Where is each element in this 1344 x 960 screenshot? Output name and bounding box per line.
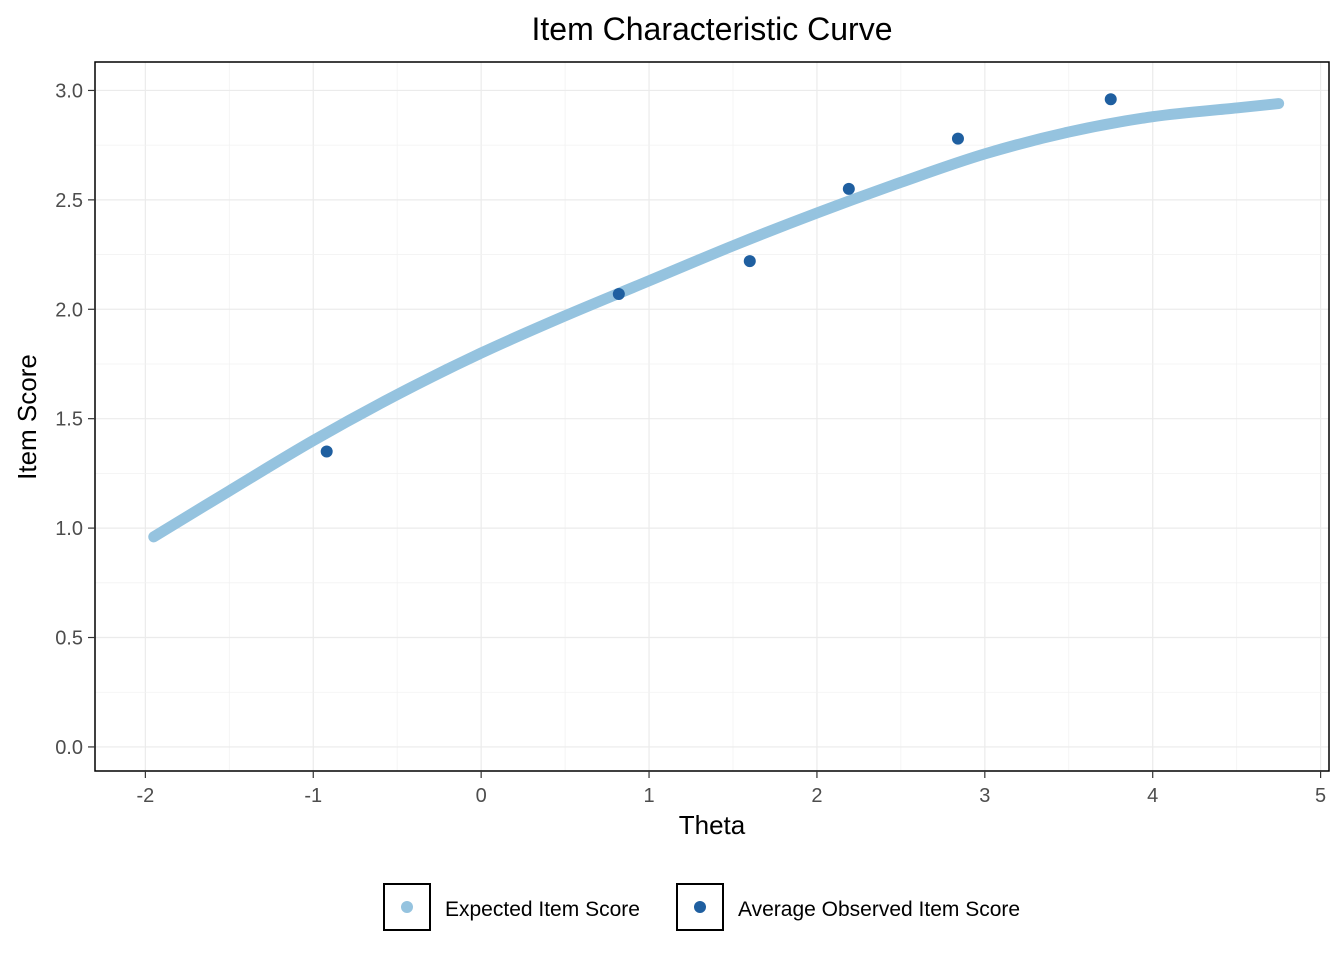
legend-label-0: Expected Item Score: [445, 898, 640, 921]
y-tick-label: 1.5: [55, 409, 83, 431]
legend: Expected Item Score Average Observed Item…: [383, 883, 1020, 931]
data-point-observed-0: [320, 445, 333, 458]
legend-swatch-0: [401, 901, 413, 913]
y-tick-label: 0.0: [55, 737, 83, 759]
x-tick-label: 4: [1147, 785, 1158, 807]
x-tick-label: 0: [476, 785, 487, 807]
chart-title: Item Characteristic Curve: [532, 11, 893, 47]
legend-label-1: Average Observed Item Score: [738, 898, 1020, 921]
x-tick-label: 3: [979, 785, 990, 807]
x-tick-label: 1: [643, 785, 654, 807]
data-point-observed-1: [612, 287, 625, 300]
y-tick-label: 1.0: [55, 518, 83, 540]
x-tick-label: 5: [1315, 785, 1326, 807]
y-tick-label: 2.0: [55, 299, 83, 321]
data-point-observed-3: [842, 182, 855, 195]
data-point-observed-2: [743, 255, 756, 268]
y-tick-label: 2.5: [55, 190, 83, 212]
series-line-expected-item-score: [148, 98, 1285, 543]
legend-key-1: [676, 883, 724, 931]
y-axis-title: Item Score: [12, 354, 42, 480]
grid: [95, 62, 1329, 771]
x-tick-label: -1: [304, 785, 322, 807]
x-tick-label: -2: [136, 785, 154, 807]
series-layer: [148, 93, 1285, 543]
y-tick-label: 3.0: [55, 80, 83, 102]
plot-border: [94, 61, 1330, 772]
legend-swatch-1: [694, 901, 706, 913]
y-tick-label: 0.5: [55, 628, 83, 650]
x-tick-label: 2: [811, 785, 822, 807]
x-axis-title: Theta: [679, 810, 746, 840]
data-point-observed-4: [951, 132, 964, 145]
axes: -2 -1 0 1 2 3 4 5 0.0 0.5 1.0 1.5 2.0 2.5 3.0: [55, 80, 1326, 807]
data-point-observed-5: [1104, 93, 1117, 106]
